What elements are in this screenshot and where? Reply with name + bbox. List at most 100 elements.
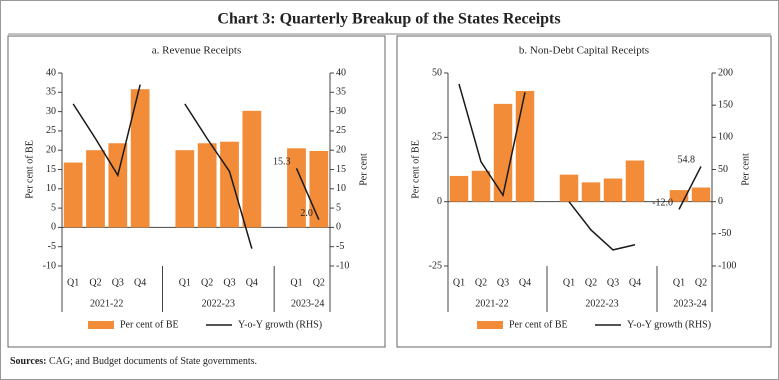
y2-tick-label: 5 [336, 202, 341, 213]
line-series [458, 83, 702, 251]
data-label: -12.0 [652, 198, 673, 209]
bar [63, 162, 83, 228]
legend-label: Per cent of BE [120, 319, 179, 330]
x-tick-label: Q1 [563, 277, 575, 288]
y-tick-label: -25 [429, 260, 442, 271]
source-label: Sources: [10, 356, 46, 367]
chart-subtitle: b. Non-Debt Capital Receipts [519, 45, 649, 57]
y2-tick-label: 35 [336, 87, 346, 98]
y2-tick-label: 100 [718, 132, 733, 143]
y2-tick-label: 30 [336, 106, 346, 117]
y2-tick-label: -10 [336, 260, 349, 271]
y2-tick-label: 50 [718, 164, 728, 175]
group-label: 2023-24 [673, 298, 706, 309]
legend-label: Per cent of BE [509, 319, 568, 330]
group-label: 2021-22 [475, 298, 508, 309]
x-tick-label: Q3 [112, 277, 124, 288]
y2-tick-label: 0 [336, 222, 341, 233]
x-tick-label: Q1 [67, 277, 79, 288]
x-tick-label: Q2 [695, 277, 707, 288]
x-tick-label: Q2 [313, 277, 325, 288]
bar [691, 187, 711, 202]
y-tick-label: 10 [46, 183, 56, 194]
y-tick-label: 20 [46, 144, 56, 155]
x-tick-label: Q3 [497, 277, 509, 288]
y2-tick-label: 25 [336, 125, 346, 136]
y-tick-label: 35 [46, 87, 56, 98]
legend-label: Y-o-Y growth (RHS) [627, 319, 711, 330]
source-note: Sources: CAG; and Budget documents of St… [10, 356, 257, 367]
y2-tick-label: 0 [718, 196, 723, 207]
y-tick-label: 25 [432, 132, 442, 143]
bar [130, 89, 150, 228]
data-label: 54.8 [678, 155, 696, 166]
bar [625, 160, 645, 202]
y-tick-label: 15 [46, 164, 56, 175]
group-label: 2022-23 [202, 298, 235, 309]
y-tick-label: 40 [46, 67, 56, 78]
bar [197, 143, 217, 228]
legend-label: Y-o-Y growth (RHS) [238, 319, 322, 330]
x-tick-label: Q2 [475, 277, 487, 288]
group-label: 2023-24 [291, 298, 324, 309]
bar [287, 148, 306, 228]
y-axis-label: Per cent of BE [24, 140, 35, 199]
y-tick-label: 0 [437, 196, 442, 207]
bar [581, 182, 601, 202]
y2-tick-label: -5 [336, 241, 344, 252]
chart-subtitle: a. Revenue Receipts [152, 45, 242, 57]
y-tick-label: -10 [43, 260, 56, 271]
bar [175, 150, 195, 228]
bar [603, 178, 623, 202]
source-text: CAG; and Budget documents of State gover… [49, 356, 257, 367]
x-tick-label: Q4 [246, 277, 258, 288]
y-axis-label: Per cent of BE [410, 140, 421, 199]
y-tick-label: 50 [432, 67, 442, 78]
y2-tick-label: 10 [336, 183, 346, 194]
bar [108, 143, 128, 228]
panel-border [396, 35, 772, 348]
x-tick-label: Q4 [134, 277, 146, 288]
bar [220, 141, 239, 228]
data-label: 2.0 [300, 208, 313, 219]
page-title: Chart 3: Quarterly Breakup of the States… [217, 11, 560, 28]
bar [515, 91, 535, 202]
group-label: 2021-22 [90, 298, 123, 309]
x-tick-label: Q4 [629, 277, 641, 288]
bar [471, 170, 491, 202]
y2-tick-label: 40 [336, 67, 346, 78]
y2-tick-label: 200 [718, 67, 733, 78]
x-tick-label: Q1 [290, 277, 302, 288]
y2-tick-label: -100 [718, 260, 736, 271]
bar [86, 150, 105, 228]
bar [242, 110, 262, 228]
x-tick-label: Q1 [453, 277, 465, 288]
bar [449, 175, 469, 202]
line-series [72, 84, 320, 249]
y2-tick-label: 15 [336, 164, 346, 175]
y-tick-label: -5 [48, 241, 56, 252]
legend-swatch [88, 321, 114, 329]
x-tick-label: Q1 [179, 277, 191, 288]
panel-border [7, 35, 386, 348]
y2-tick-label: 20 [336, 144, 346, 155]
x-tick-label: Q2 [201, 277, 213, 288]
x-tick-label: Q2 [89, 277, 101, 288]
y-tick-label: 0 [51, 222, 56, 233]
y2-tick-label: 150 [718, 99, 733, 110]
y-tick-label: 5 [51, 202, 56, 213]
y2-tick-label: -50 [718, 228, 731, 239]
data-label: 15.3 [273, 157, 291, 168]
y2-axis-label: Per cent [358, 153, 369, 186]
legend-swatch [477, 321, 503, 329]
x-tick-label: Q2 [585, 277, 597, 288]
x-tick-label: Q3 [607, 277, 619, 288]
bar [669, 190, 689, 202]
x-tick-label: Q4 [519, 277, 531, 288]
y2-axis-label: Per cent [740, 153, 751, 186]
group-label: 2022-23 [585, 298, 618, 309]
y-tick-label: 30 [46, 106, 56, 117]
bar [559, 174, 579, 202]
